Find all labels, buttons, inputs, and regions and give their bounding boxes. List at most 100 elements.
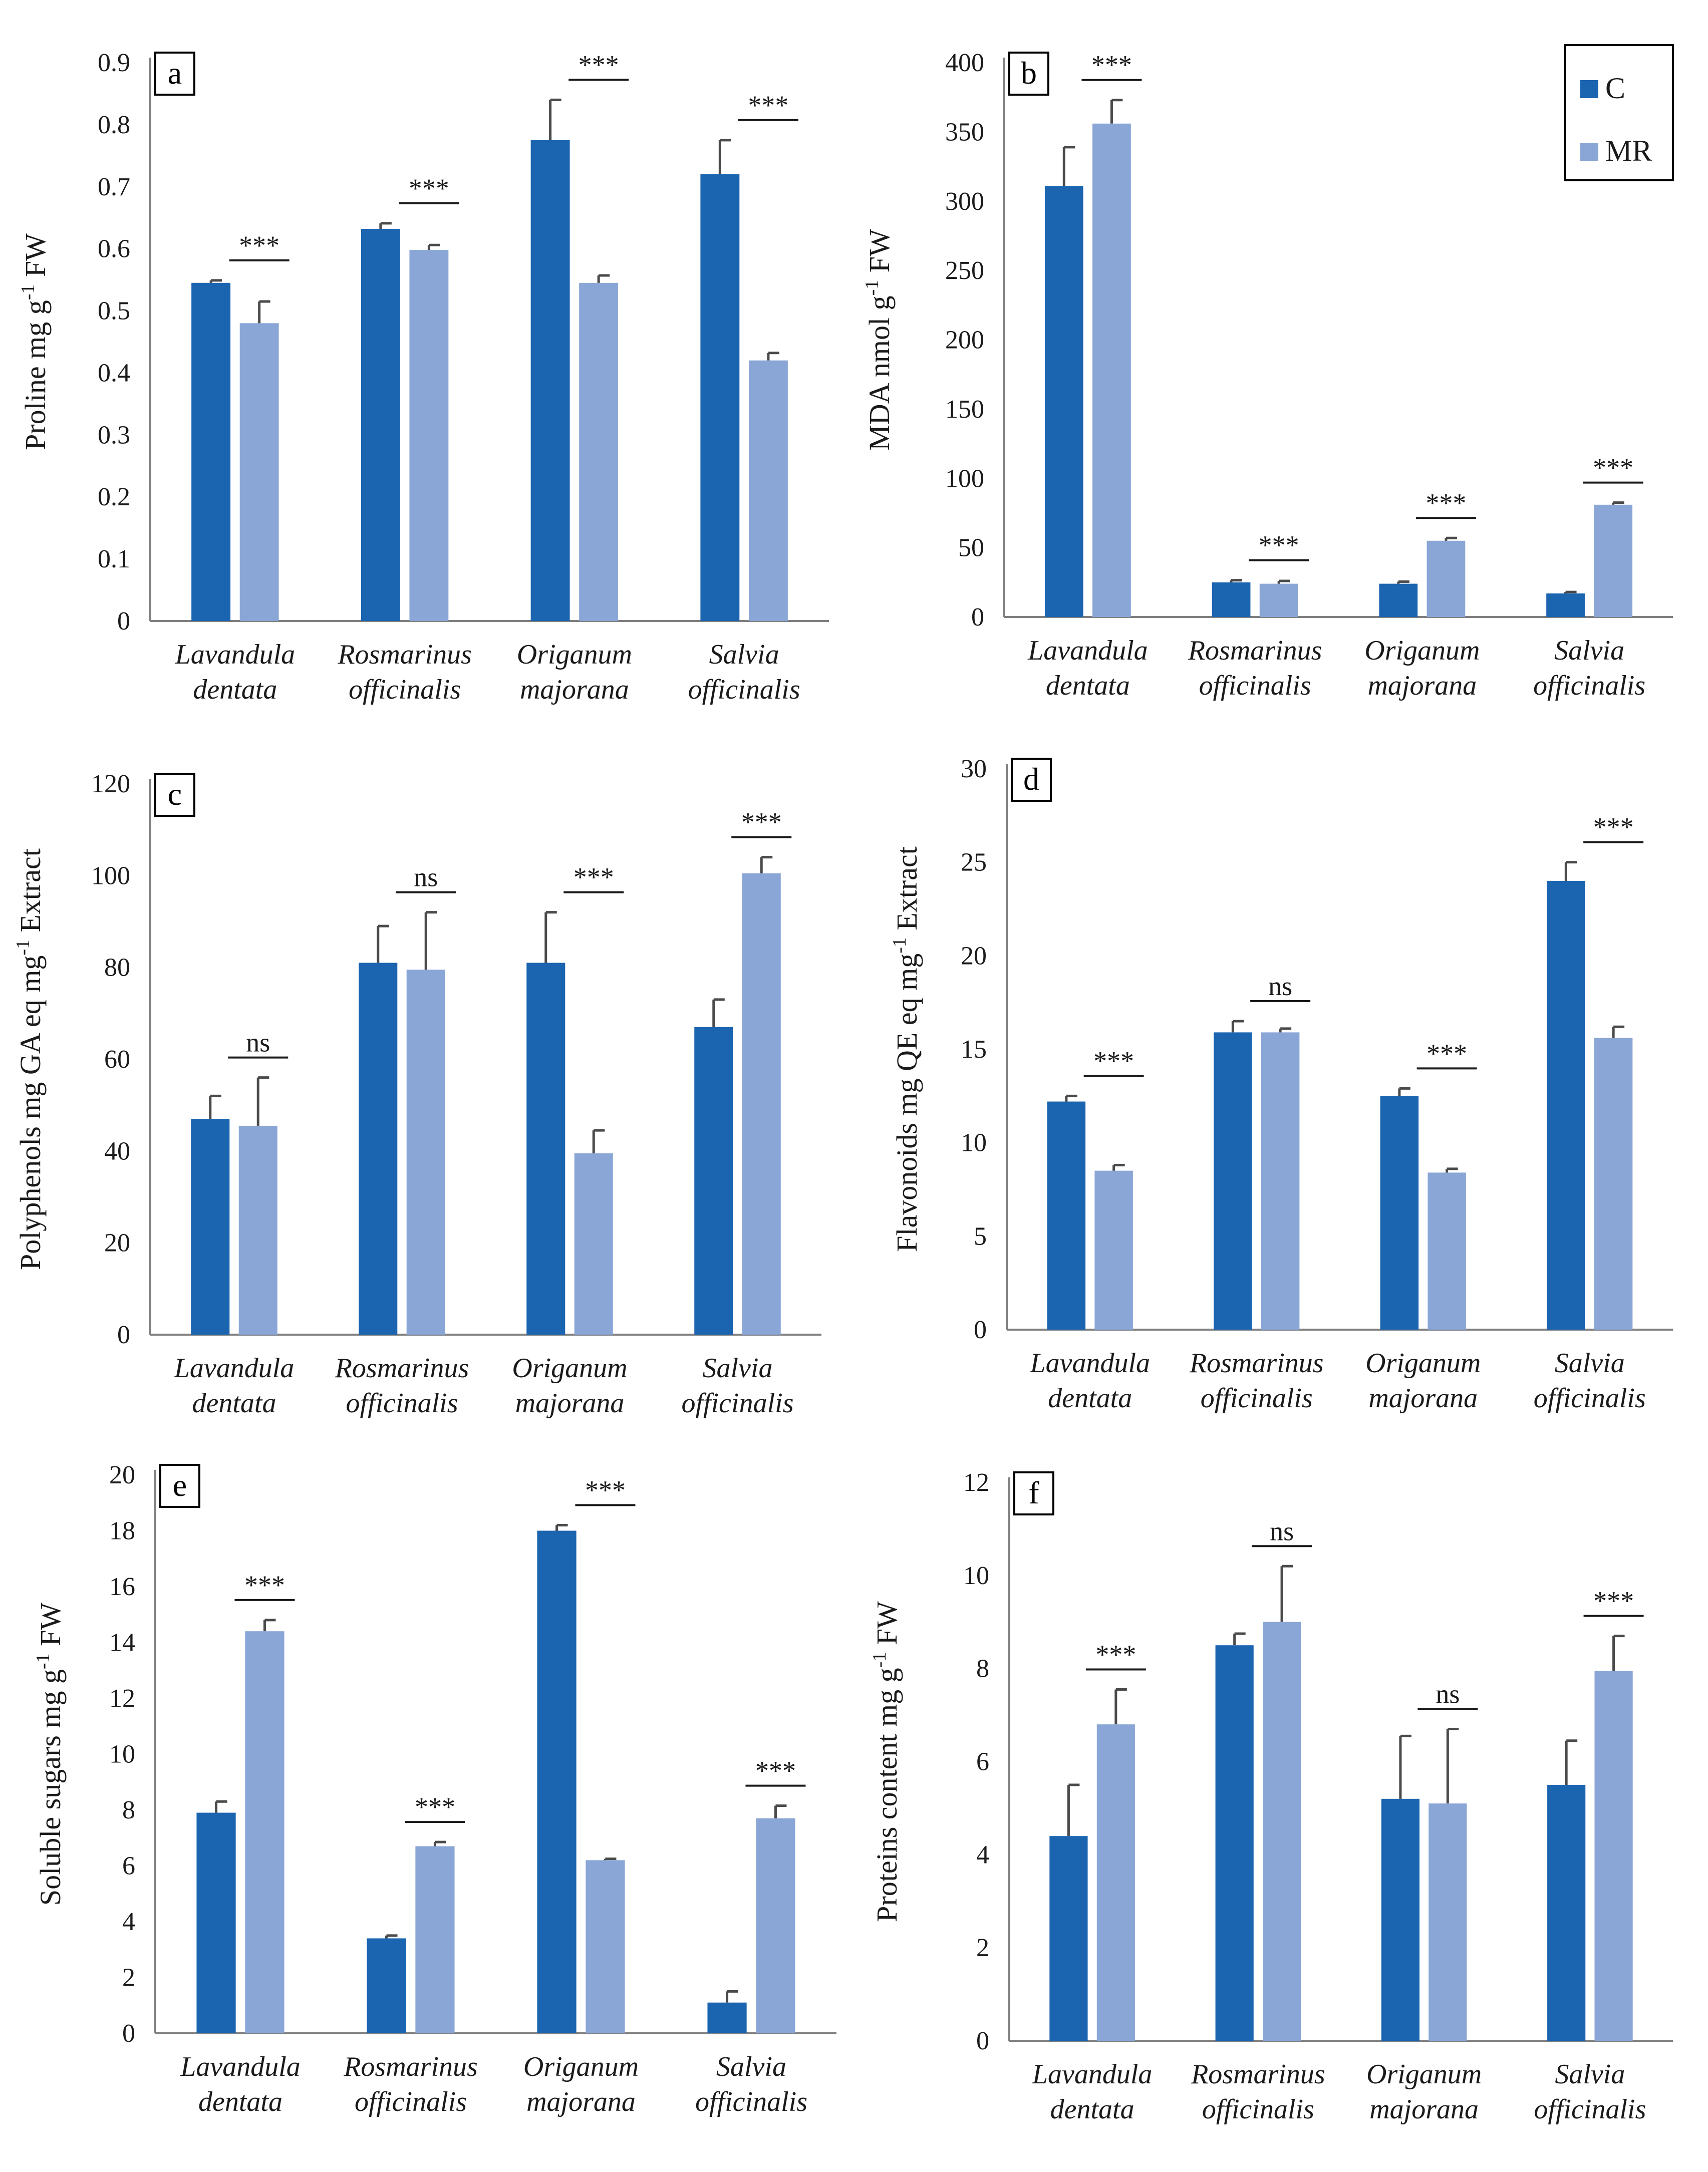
bar-c-1 <box>1044 186 1083 617</box>
y-tick-label: 350 <box>945 118 984 146</box>
y-axis-label-main: Flavonoids mg QE eq mg <box>891 954 923 1252</box>
y-tick-label: 50 <box>958 534 984 562</box>
bar-mr-4 <box>742 873 781 1335</box>
y-tick-label: 10 <box>963 1562 989 1590</box>
significance-label: ns <box>414 862 438 892</box>
y-tick-label: 0.3 <box>98 421 130 449</box>
bar-mr-3 <box>574 1153 613 1335</box>
y-tick-label: 8 <box>122 1796 135 1824</box>
y-tick-label: 120 <box>91 770 130 798</box>
y-axis-label: Soluble sugars mg g-1 FW <box>33 1603 67 1906</box>
category-label-line1: Rosmarinus <box>1191 2059 1325 2090</box>
y-tick-label: 8 <box>976 1655 989 1683</box>
panel-letter: f <box>1028 1475 1039 1510</box>
y-axis-label-superscript: -1 <box>33 1653 54 1669</box>
bar-mr-1 <box>245 1631 284 2033</box>
y-tick-label: 20 <box>961 942 987 970</box>
y-tick-label: 12 <box>963 1468 989 1497</box>
y-axis-label: MDA nmol g-1 FW <box>862 229 896 451</box>
category-label-line1: Salvia <box>1555 1348 1625 1379</box>
bar-mr-2 <box>406 970 445 1335</box>
bar-mr-2 <box>415 1846 455 2033</box>
bar-c-3 <box>537 1530 577 2033</box>
significance-label: *** <box>741 807 782 837</box>
bar-mr-3 <box>579 282 619 621</box>
y-axis-label-main: Soluble sugars mg g <box>34 1669 67 1906</box>
category-label-line1: Salvia <box>716 2051 786 2082</box>
category-label-line2: majorana <box>1368 1383 1478 1414</box>
bar-c-2 <box>367 1938 406 2033</box>
category-label-line1: Rosmarinus <box>343 2051 478 2082</box>
significance-label: *** <box>239 230 279 260</box>
bar-mr-3 <box>1427 540 1466 617</box>
y-axis-label-superscript: -1 <box>889 938 910 954</box>
significance-label: *** <box>574 862 614 892</box>
y-tick-label: 300 <box>945 187 984 216</box>
category-label-line2: officinalis <box>682 1388 794 1419</box>
bar-mr-1 <box>1092 123 1131 617</box>
y-tick-label: 6 <box>122 1852 135 1881</box>
y-tick-label: 0.2 <box>98 483 130 511</box>
significance-label: *** <box>415 1792 455 1822</box>
y-axis-label-main: Polyphenols mg GA eq mg <box>14 956 47 1270</box>
bar-c-3 <box>1379 583 1418 617</box>
category-label-line2: officinalis <box>688 674 800 705</box>
category-label-line2: majorana <box>520 674 629 705</box>
category-label-line2: dentata <box>193 674 277 705</box>
category-label-line1: Origanum <box>517 639 632 670</box>
chart-panel-e: 0 2 4 6 8 10 12 14 16 18 20 Soluble sugars mg g-1 F… <box>33 1461 836 2117</box>
y-axis-label-main: Proline mg g <box>19 300 52 450</box>
significance-label: *** <box>1593 1586 1634 1616</box>
y-axis-label-superscript: -1 <box>18 284 39 300</box>
panel-letter-box <box>154 52 195 96</box>
y-axis-label: Proline mg g-1 FW <box>18 233 52 450</box>
y-axis-label-main: Proteins content mg g <box>871 1668 903 1922</box>
category-label-line1: Salvia <box>1555 2059 1625 2090</box>
y-tick-label: 400 <box>945 49 984 77</box>
category-label-line2: majorana <box>1367 670 1477 701</box>
bar-mr-2 <box>1262 1622 1301 2041</box>
y-tick-label: 0.9 <box>98 49 130 77</box>
significance-label: *** <box>1093 1046 1134 1076</box>
y-tick-label: 0 <box>974 1316 987 1344</box>
y-tick-label: 20 <box>109 1461 135 1489</box>
bar-c-2 <box>1214 1032 1252 1330</box>
category-label-line1: Rosmarinus <box>337 639 472 670</box>
category-label-line1: Origanum <box>1364 635 1480 666</box>
y-axis-label-superscript: -1 <box>13 940 34 956</box>
y-axis-label-superscript: -1 <box>869 1652 890 1668</box>
bar-mr-3 <box>586 1860 625 2033</box>
bar-c-3 <box>530 140 570 622</box>
y-axis-label-unit: Extract <box>14 848 47 940</box>
category-label-line2: majorana <box>515 1388 625 1419</box>
category-label-line1: Lavandula <box>180 2051 301 2082</box>
y-tick-label: 0 <box>117 1321 130 1349</box>
panel-letter: d <box>1023 761 1039 797</box>
category-label-line2: majorana <box>1369 2094 1479 2125</box>
bar-c-4 <box>707 2002 747 2033</box>
category-label-line1: Rosmarinus <box>335 1353 469 1384</box>
legend-swatch-mr <box>1580 143 1598 161</box>
panel-letter-box <box>1011 758 1052 802</box>
category-label-line2: officinalis <box>346 1388 458 1419</box>
y-axis-label: Polyphenols mg GA eq mg-1 Extract <box>13 848 47 1270</box>
category-label-line1: Salvia <box>1554 635 1624 666</box>
y-tick-label: 80 <box>104 954 130 982</box>
category-label-line1: Lavandula <box>1032 2059 1153 2090</box>
category-label-line2: dentata <box>1046 670 1130 701</box>
category-label-line2: officinalis <box>1534 1383 1646 1414</box>
panel-letter-box <box>1013 1471 1054 1515</box>
y-tick-label: 100 <box>91 861 130 890</box>
bar-c-3 <box>526 963 565 1335</box>
bar-mr-2 <box>1259 583 1298 617</box>
y-tick-label: 15 <box>961 1035 987 1064</box>
significance-label: *** <box>585 1475 626 1505</box>
y-tick-label: 6 <box>976 1748 989 1776</box>
category-label-line2: officinalis <box>695 2086 807 2117</box>
significance-label: *** <box>1259 530 1299 560</box>
y-tick-label: 0.6 <box>98 235 130 263</box>
bar-mr-4 <box>1594 504 1633 617</box>
category-label-line1: Origanum <box>523 2051 639 2082</box>
legend-label-mr: MR <box>1605 134 1652 167</box>
